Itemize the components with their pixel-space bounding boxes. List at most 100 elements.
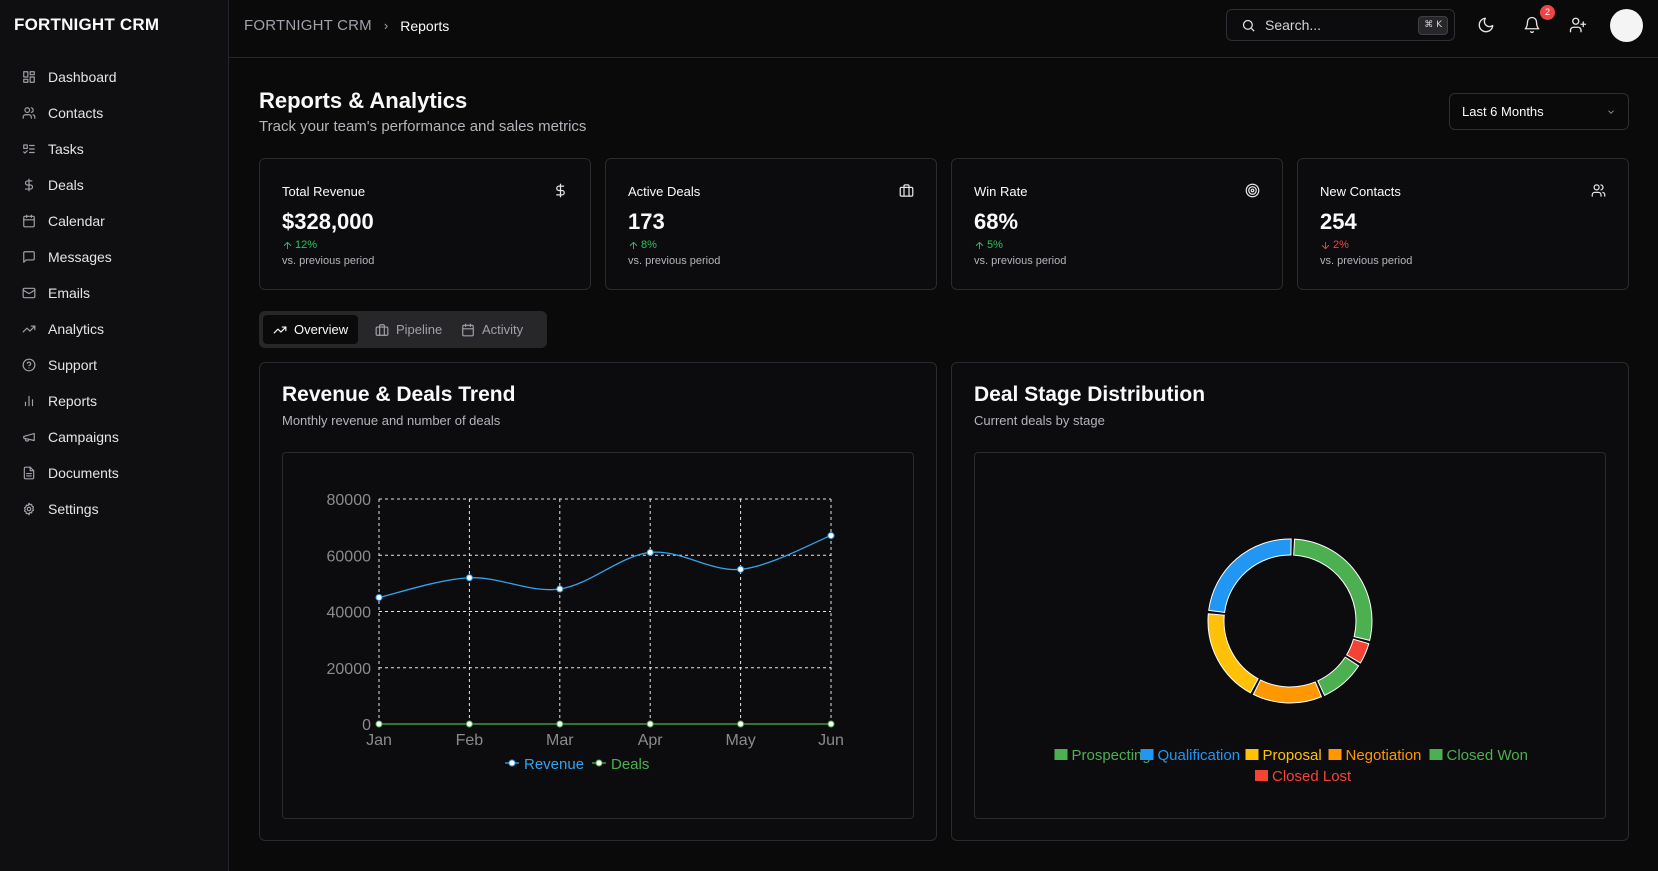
dashboard-icon	[23, 71, 35, 83]
card-subtitle: Current deals by stage	[974, 413, 1105, 428]
sidebar-item-label: Reports	[48, 393, 98, 409]
sidebar-item-analytics[interactable]: Analytics	[12, 311, 217, 347]
breadcrumb-root[interactable]: FORTNIGHT CRM	[244, 17, 372, 34]
donut-slice-negotiation	[1252, 679, 1323, 704]
data-point-deals	[737, 720, 745, 728]
briefcase-icon	[899, 183, 914, 198]
chevron-right-icon: ›	[383, 18, 389, 33]
donut-slice-prospecting	[1293, 538, 1373, 641]
sidebar-item-documents[interactable]: Documents	[12, 455, 217, 491]
sidebar-item-dashboard[interactable]: Dashboard	[12, 59, 217, 95]
kpi-value: 68%	[974, 209, 1019, 234]
revenue-trend-card: Revenue & Deals Trend Monthly revenue an…	[259, 362, 937, 841]
page-title: Reports & Analytics	[259, 88, 468, 113]
y-tick-label: 20000	[327, 661, 372, 678]
users-icon	[22, 107, 36, 119]
legend-item-proposal: Proposal	[1245, 747, 1322, 764]
x-tick-label: May	[725, 732, 755, 749]
add-user-button[interactable]	[1569, 16, 1587, 34]
search-icon	[1242, 19, 1255, 32]
kpi-change-value: 5%	[987, 239, 1003, 251]
data-point-revenue	[465, 574, 473, 582]
notifications-button[interactable]	[1523, 16, 1541, 34]
sidebar-item-messages[interactable]: Messages	[12, 239, 217, 275]
tab-label: Overview	[294, 322, 349, 337]
data-point-deals	[827, 720, 835, 728]
y-tick-label: 40000	[327, 605, 372, 622]
sidebar-item-tasks[interactable]: Tasks	[12, 131, 217, 167]
kpi-card-total-revenue: Total Revenue $328,000 12% vs. previous …	[259, 158, 591, 290]
kpi-change-value: 2%	[1333, 239, 1349, 251]
sidebar-item-campaigns[interactable]: Campaigns	[12, 419, 217, 455]
arrow-up-icon	[975, 241, 984, 249]
page-subtitle: Track your team's performance and sales …	[259, 118, 587, 135]
sidebar-item-contacts[interactable]: Contacts	[12, 95, 217, 131]
legend-label: Deals	[611, 756, 649, 773]
legend-swatch	[1429, 749, 1443, 760]
sidebar-item-label: Deals	[48, 177, 84, 193]
sidebar-item-label: Settings	[48, 501, 99, 517]
legend-swatch	[1140, 749, 1154, 760]
y-tick-label: 80000	[327, 492, 372, 509]
kpi-label: New Contacts	[1320, 184, 1401, 199]
line-chart-frame: 0 20000 40000 60000 80000 Jan Feb Mar Apr May Jun R…	[282, 452, 914, 819]
data-point-revenue	[646, 548, 654, 556]
donut-slice-proposal	[1207, 613, 1259, 694]
mail-icon	[22, 287, 36, 299]
x-tick-label: Feb	[456, 732, 484, 749]
kpi-change-value: 12%	[295, 239, 318, 251]
sidebar-item-reports[interactable]: Reports	[12, 383, 217, 419]
data-point-revenue	[827, 532, 835, 540]
legend-swatch-point	[595, 759, 603, 767]
legend-label: Closed Lost	[1272, 768, 1352, 785]
kpi-note: vs. previous period	[974, 255, 1067, 267]
chart-grid	[378, 498, 832, 725]
tab-overview[interactable]: Overview	[263, 315, 359, 344]
gear-icon	[23, 502, 35, 516]
deal-stage-card: Deal Stage Distribution Current deals by…	[951, 362, 1629, 841]
sidebar-item-label: Support	[48, 357, 98, 373]
kpi-label: Win Rate	[974, 184, 1028, 199]
arrow-down-icon	[1321, 241, 1330, 249]
calendar-icon	[23, 214, 35, 228]
sidebar-nav: Dashboard Contacts Tasks Deals Calendar …	[12, 59, 217, 527]
avatar[interactable]	[1610, 9, 1643, 42]
legend-label: Prospecting	[1072, 747, 1151, 764]
sidebar-item-emails[interactable]: Emails	[12, 275, 217, 311]
sidebar-item-label: Contacts	[48, 105, 104, 121]
arrow-up-icon	[629, 241, 638, 249]
brand-logo[interactable]: FORTNIGHT CRM	[14, 15, 160, 34]
dollar-icon	[24, 178, 34, 192]
period-select[interactable]: Last 6 Months	[1449, 93, 1629, 130]
report-tabs: Overview Pipeline Activity	[259, 311, 547, 348]
search-shortcut: ⌘ K	[1418, 16, 1448, 35]
sidebar-item-calendar[interactable]: Calendar	[12, 203, 217, 239]
theme-toggle-button[interactable]	[1477, 16, 1495, 34]
donut-slice-closed-won	[1317, 656, 1360, 697]
card-title: Deal Stage Distribution	[974, 383, 1206, 406]
legend-item-negotiation: Negotiation	[1328, 747, 1421, 764]
y-tick-label: 0	[362, 717, 371, 734]
dollar-icon	[553, 183, 568, 198]
target-icon	[1245, 183, 1260, 198]
card-title: Revenue & Deals Trend	[282, 383, 516, 406]
notification-badge: 2	[1540, 5, 1555, 20]
legend-item-qualification: Qualification	[1140, 747, 1240, 764]
tab-activity[interactable]: Activity	[451, 315, 533, 344]
kpi-note: vs. previous period	[1320, 255, 1413, 267]
data-point-deals	[375, 720, 383, 728]
message-icon	[23, 251, 35, 263]
legend-item-revenue: Revenue	[505, 756, 584, 773]
legend-swatch-point	[508, 759, 516, 767]
search-input[interactable]: Search... ⌘ K	[1226, 9, 1455, 41]
card-subtitle: Monthly revenue and number of deals	[282, 413, 501, 428]
sidebar-item-settings[interactable]: Settings	[12, 491, 217, 527]
x-tick-label: Mar	[546, 732, 574, 749]
tab-pipeline[interactable]: Pipeline	[365, 315, 452, 344]
sidebar-item-support[interactable]: Support	[12, 347, 217, 383]
sidebar-item-deals[interactable]: Deals	[12, 167, 217, 203]
x-tick-label: Jan	[366, 732, 392, 749]
search-placeholder: Search...	[1265, 17, 1322, 33]
kpi-change: 12%	[282, 239, 317, 251]
